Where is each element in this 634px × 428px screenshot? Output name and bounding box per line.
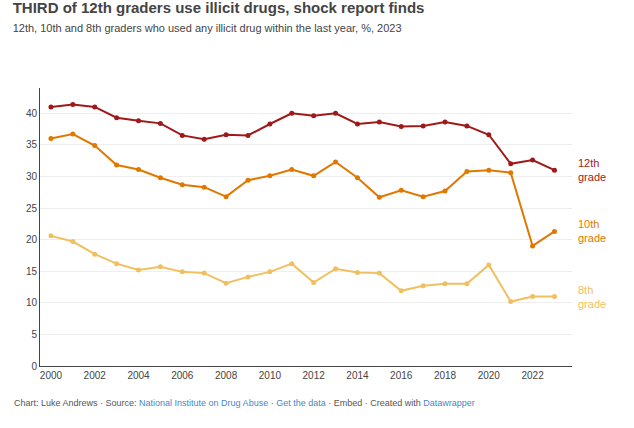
- svg-text:20: 20: [26, 234, 38, 245]
- svg-text:15: 15: [26, 266, 38, 277]
- svg-text:5: 5: [31, 329, 37, 340]
- svg-text:2020: 2020: [478, 370, 501, 381]
- svg-text:0: 0: [31, 361, 37, 372]
- svg-text:2018: 2018: [434, 370, 457, 381]
- svg-text:2000: 2000: [40, 370, 63, 381]
- svg-text:THIRD of 12th graders use illi: THIRD of 12th graders use illicit drugs,…: [13, 0, 425, 34]
- svg-text:2010: 2010: [259, 370, 282, 381]
- svg-text:2008: 2008: [215, 370, 238, 381]
- svg-text:2022: 2022: [521, 370, 544, 381]
- svg-text:10: 10: [26, 297, 38, 308]
- svg-text:2016: 2016: [390, 370, 413, 381]
- svg-text:25: 25: [26, 203, 38, 214]
- svg-text:2002: 2002: [84, 370, 107, 381]
- svg-text:12thgrade: 12thgrade: [578, 157, 606, 183]
- svg-text:Chart: Luke Andrews · Source:: Chart: Luke Andrews · Source: National I…: [14, 398, 475, 408]
- svg-text:2004: 2004: [127, 370, 150, 381]
- svg-text:10thgrade: 10thgrade: [578, 218, 606, 244]
- svg-text:8thgrade: 8thgrade: [578, 284, 606, 310]
- svg-text:35: 35: [26, 139, 38, 150]
- svg-text:2012: 2012: [303, 370, 326, 381]
- svg-text:2014: 2014: [346, 370, 369, 381]
- svg-text:40: 40: [26, 108, 38, 119]
- svg-text:2006: 2006: [171, 370, 194, 381]
- svg-text:30: 30: [26, 171, 38, 182]
